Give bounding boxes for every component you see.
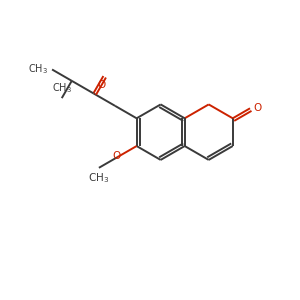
- Text: O: O: [97, 80, 106, 90]
- Text: O: O: [113, 152, 121, 161]
- Text: CH$_3$: CH$_3$: [88, 171, 109, 184]
- Text: O: O: [253, 103, 261, 113]
- Text: CH$_3$: CH$_3$: [28, 63, 48, 76]
- Text: CH$_3$: CH$_3$: [52, 81, 72, 95]
